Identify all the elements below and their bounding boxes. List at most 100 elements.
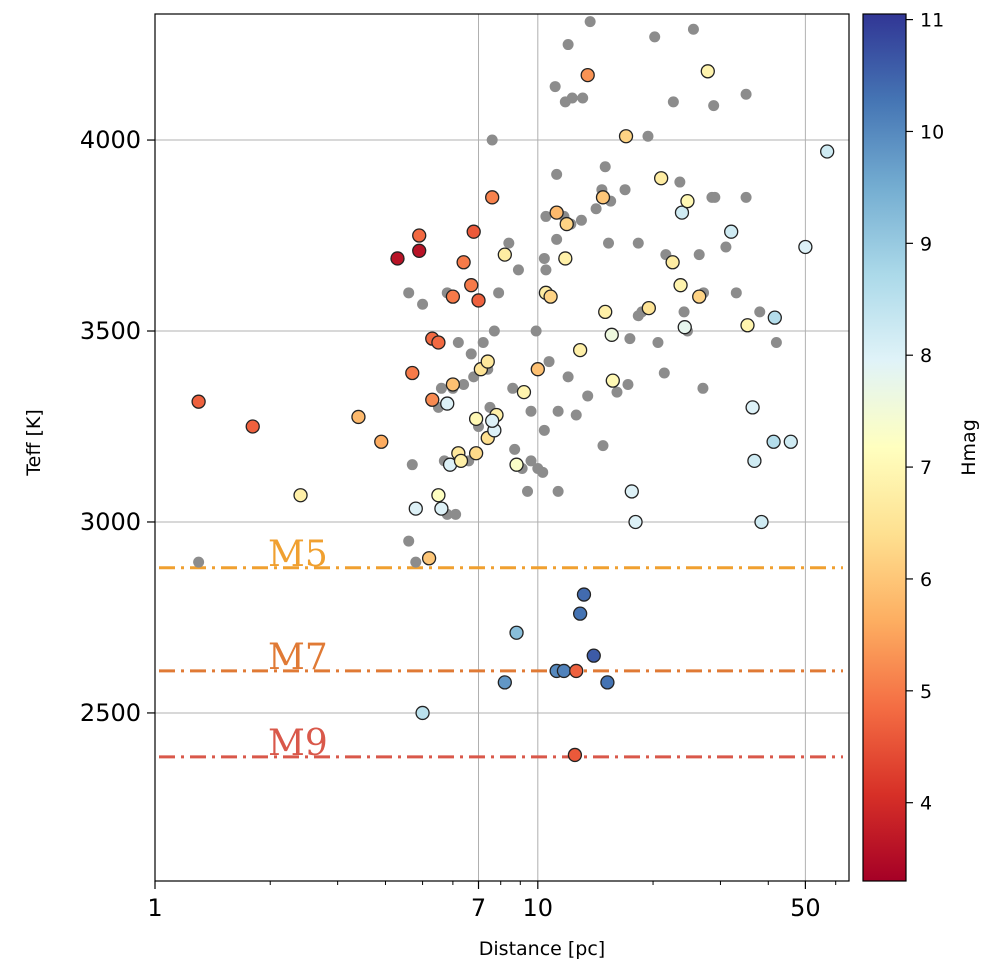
background-point (406, 459, 418, 471)
background-point (754, 306, 766, 318)
y-axis-label: Teff [K] (23, 409, 45, 476)
background-point (538, 424, 550, 436)
y-tick-label: 3500 (80, 317, 141, 345)
target-point (485, 413, 500, 428)
colorbar-tick-label: 9 (920, 233, 932, 255)
target-point (665, 255, 680, 270)
target-point (374, 434, 389, 449)
x-tick-label: 1 (147, 894, 162, 922)
target-point (497, 675, 512, 690)
colorbar-tick-label: 10 (920, 121, 944, 143)
background-point (709, 191, 721, 203)
background-point (599, 161, 611, 173)
background-point (450, 508, 462, 520)
target-point (572, 342, 588, 358)
target-point (724, 224, 739, 239)
background-point (488, 325, 500, 337)
background-point (551, 233, 563, 245)
target-point (245, 419, 260, 434)
target-point (673, 278, 688, 293)
colorbar-tick-label: 6 (920, 569, 932, 591)
target-point (445, 377, 461, 392)
target-point (559, 216, 574, 232)
background-point (687, 23, 699, 35)
target-point (390, 251, 405, 266)
reference-label-m5: M5 (268, 534, 328, 575)
background-point (622, 378, 634, 390)
x-tick-label: 10 (523, 894, 554, 922)
background-point (652, 336, 664, 348)
colorbar-tick-label: 5 (920, 681, 932, 703)
target-point (293, 488, 308, 503)
target-point (468, 411, 484, 427)
background-point (575, 214, 587, 226)
background-point (403, 287, 415, 299)
target-point (412, 243, 427, 258)
plot-area: M5 M7 M9 (154, 14, 849, 881)
target-point (605, 373, 620, 388)
target-point (543, 289, 558, 304)
target-point (530, 362, 545, 377)
background-point (720, 241, 732, 253)
background-point (452, 336, 464, 348)
target-point (453, 453, 469, 469)
target-point (618, 129, 634, 144)
target-point (425, 392, 440, 407)
plot-frame (154, 13, 850, 882)
target-point (595, 190, 611, 205)
colorbar: 4 5 6 7 8 9 10 11 Hmag (862, 10, 980, 882)
target-point (485, 190, 500, 205)
background-point (525, 405, 537, 417)
background-point (674, 176, 686, 188)
background-point (770, 336, 782, 348)
y-tick-label: 4000 (80, 126, 141, 154)
background-point (538, 252, 550, 264)
background-point (512, 264, 524, 276)
target-point (351, 409, 366, 425)
target-point (440, 396, 455, 411)
y-tick-label: 3000 (80, 508, 141, 536)
target-point (674, 205, 690, 220)
background-point (537, 466, 549, 478)
target-point (431, 335, 446, 350)
background-point (577, 92, 589, 104)
target-point (445, 289, 461, 304)
background-point (730, 287, 742, 299)
target-point (421, 551, 437, 566)
colorbar-label: Hmag (958, 419, 980, 476)
background-point (410, 556, 422, 568)
background-point (667, 96, 679, 108)
target-point (471, 293, 486, 308)
background-point (562, 39, 574, 51)
target-point (766, 434, 781, 449)
target-point (572, 606, 588, 621)
target-point (569, 663, 584, 679)
target-point (415, 705, 430, 721)
target-point (434, 501, 449, 516)
background-point (503, 237, 515, 249)
target-point (480, 354, 495, 369)
background-point (590, 203, 602, 215)
target-point (556, 663, 572, 679)
background-point (522, 485, 534, 497)
background-point (507, 382, 519, 394)
target-point (412, 228, 427, 243)
background-point (435, 382, 447, 394)
background-point (619, 184, 631, 196)
background-point (632, 237, 644, 249)
background-point (740, 191, 752, 203)
background-point (678, 306, 690, 318)
x-axis-label: Distance [pc] (479, 938, 605, 960)
target-point (576, 587, 592, 602)
target-point (586, 648, 601, 663)
background-point (740, 88, 752, 100)
target-point (624, 484, 639, 499)
target-point (600, 675, 615, 690)
target-point (468, 446, 484, 461)
background-point (562, 371, 574, 383)
background-point (477, 336, 489, 348)
target-point (692, 289, 707, 304)
target-point (567, 747, 583, 763)
background-point (658, 367, 670, 379)
target-point (456, 255, 471, 270)
